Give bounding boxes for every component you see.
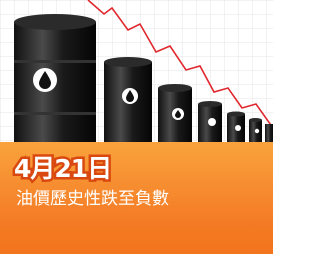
news-card[interactable]: 4月21日 油價歷史性跌至負數 xyxy=(0,0,273,254)
caption: 油價歷史性跌至負數 xyxy=(16,184,169,209)
illustration xyxy=(0,0,273,254)
date-headline: 4月21日 xyxy=(14,149,111,185)
